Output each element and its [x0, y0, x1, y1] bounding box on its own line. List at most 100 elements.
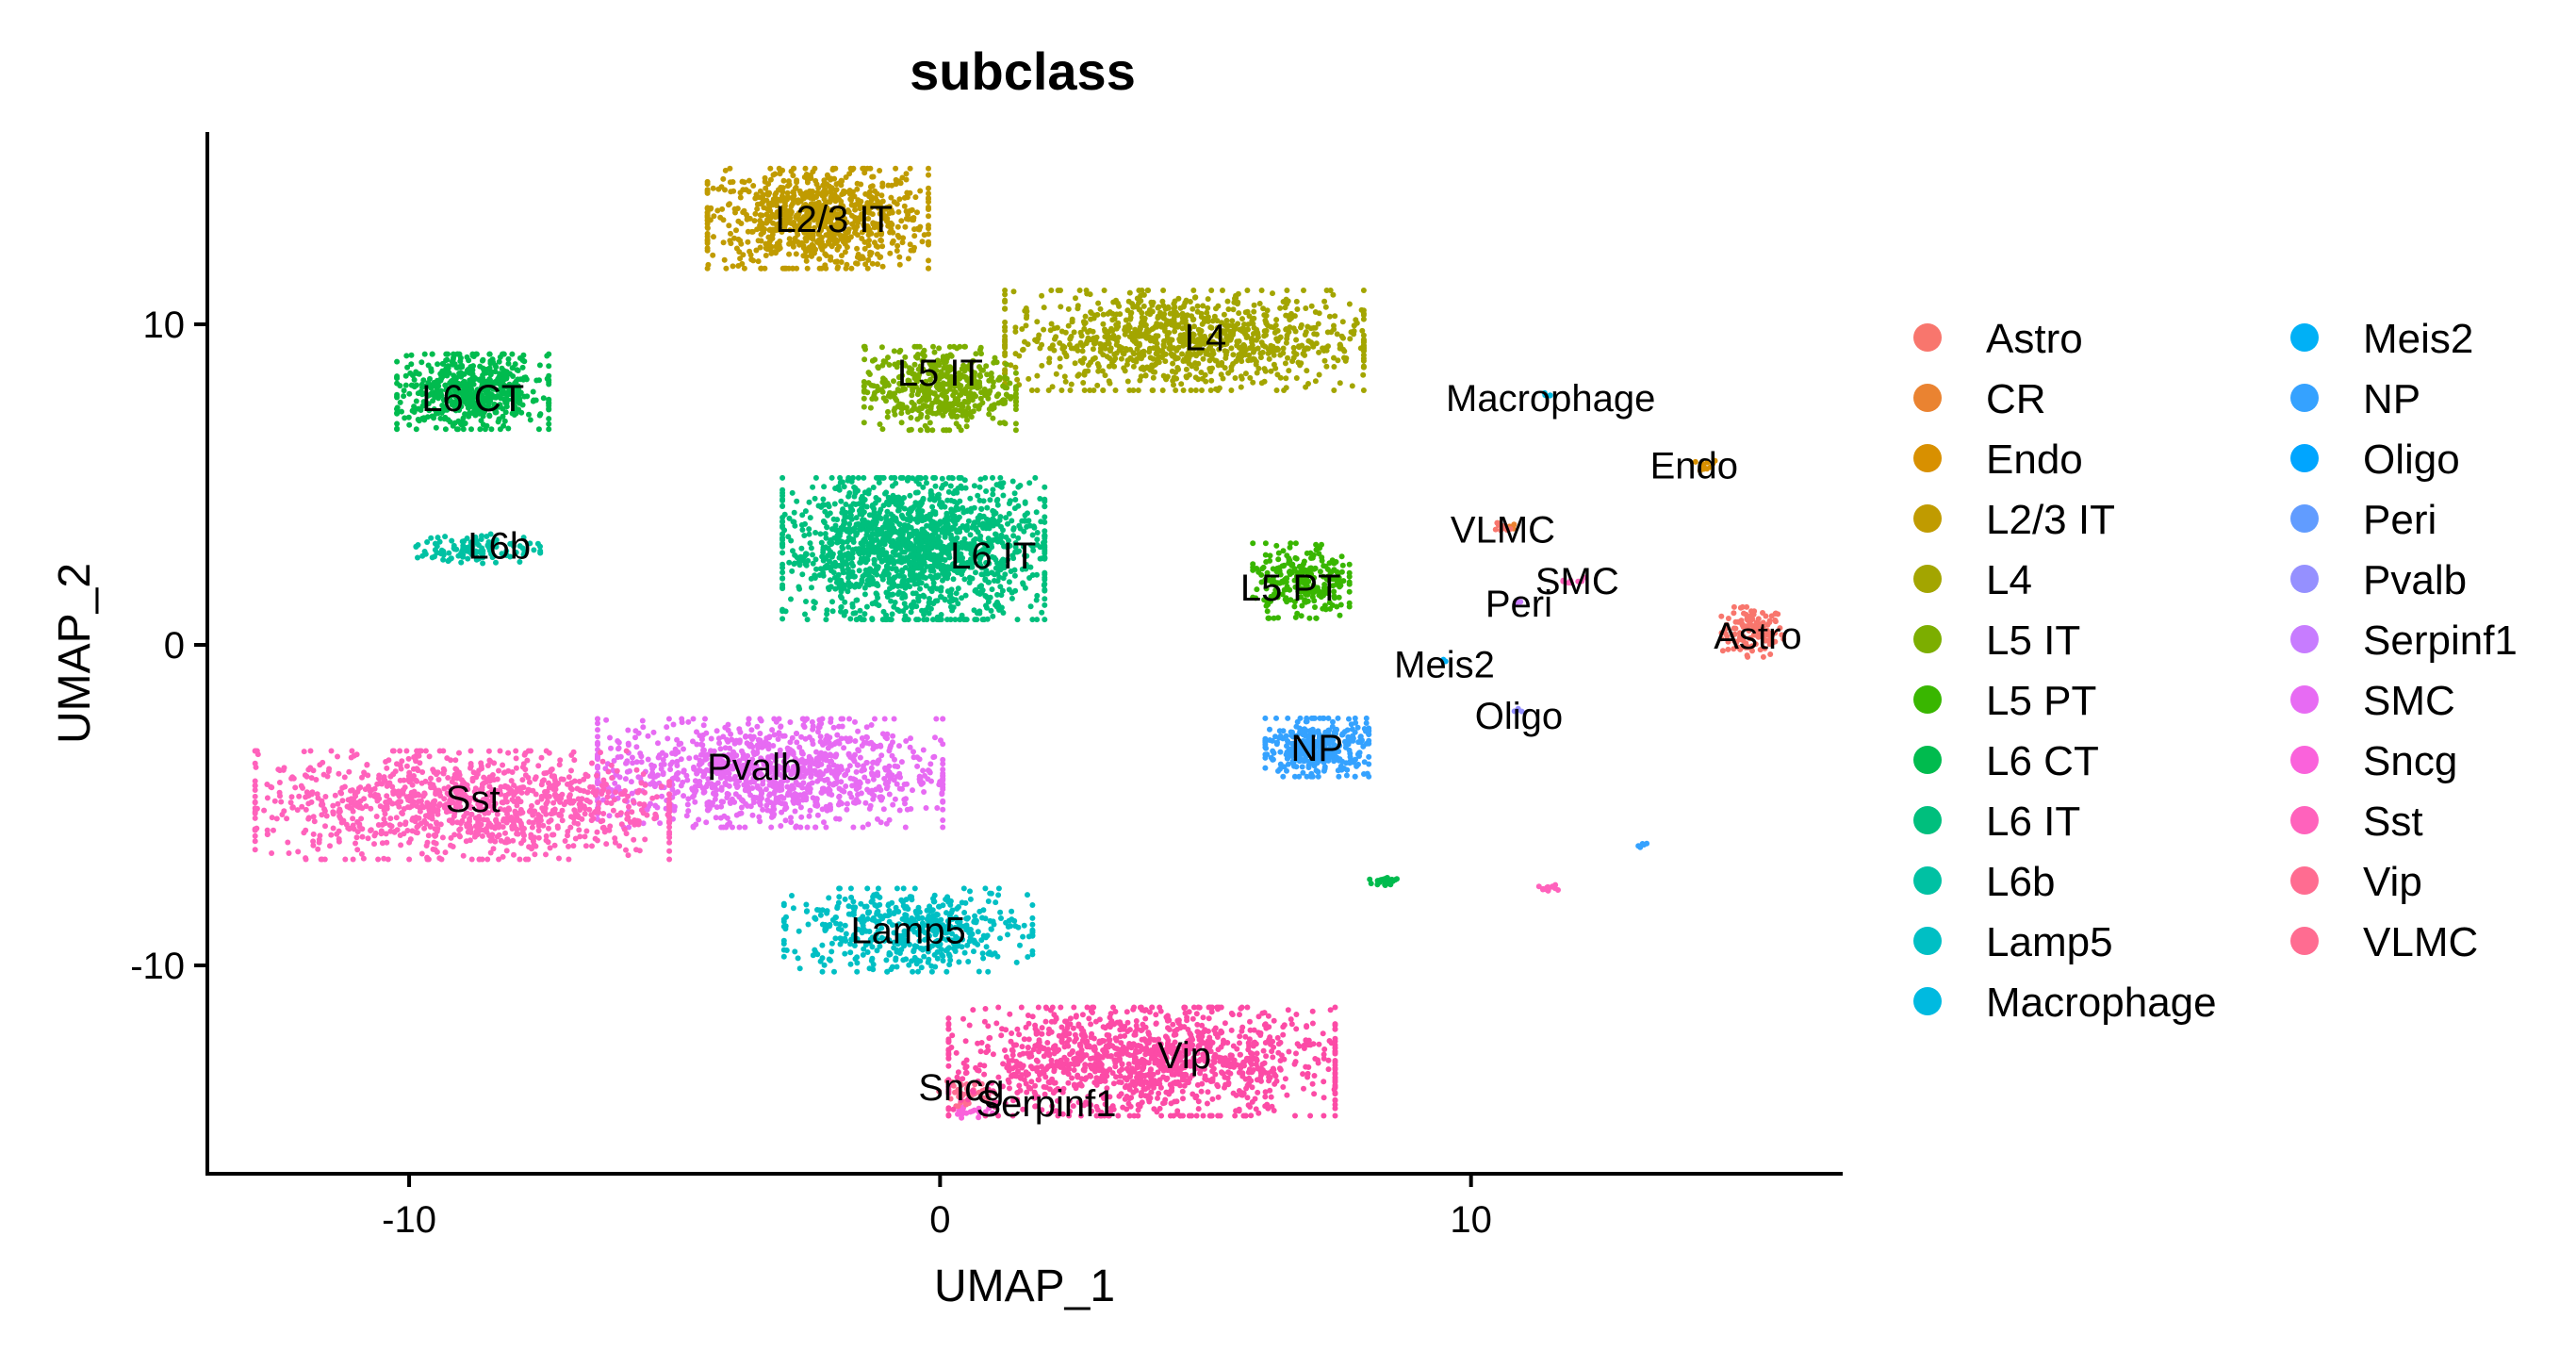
point: [1172, 323, 1178, 330]
point: [870, 531, 877, 537]
point: [927, 573, 934, 580]
point: [926, 265, 931, 272]
point: [497, 354, 503, 360]
point: [856, 568, 862, 574]
point: [831, 526, 838, 533]
point: [852, 485, 859, 491]
point: [1002, 288, 1009, 293]
point: [926, 553, 932, 560]
point: [962, 343, 968, 350]
point: [889, 498, 895, 504]
point: [1301, 558, 1307, 565]
point: [942, 408, 948, 415]
point: [1236, 310, 1242, 317]
point: [1773, 610, 1779, 617]
point: [1275, 550, 1282, 556]
point: [1079, 348, 1086, 354]
point: [1346, 301, 1353, 307]
point: [1261, 366, 1268, 372]
point: [876, 479, 882, 486]
point: [737, 194, 744, 201]
point: [908, 559, 914, 566]
point: [1292, 540, 1299, 547]
point: [1346, 573, 1353, 580]
point: [1099, 368, 1106, 374]
point: [1337, 612, 1343, 618]
point: [704, 178, 711, 185]
point: [1062, 378, 1069, 385]
point: [1178, 381, 1185, 387]
point: [807, 515, 813, 521]
point: [868, 382, 875, 388]
point: [1003, 515, 1009, 521]
point: [747, 252, 754, 258]
point: [1316, 349, 1322, 355]
point: [798, 521, 805, 528]
point: [839, 595, 845, 601]
point: [907, 492, 913, 499]
point: [943, 398, 949, 404]
point: [971, 483, 977, 489]
point: [1053, 371, 1059, 377]
point: [803, 257, 810, 264]
point: [896, 261, 903, 268]
point: [1304, 368, 1310, 374]
point: [1002, 319, 1009, 325]
point: [1156, 304, 1162, 310]
point: [1174, 365, 1181, 371]
point: [770, 172, 777, 178]
point: [1113, 341, 1120, 348]
point: [1779, 632, 1785, 638]
point: [911, 343, 918, 350]
point: [961, 576, 968, 583]
point: [1039, 341, 1045, 348]
point: [1138, 321, 1144, 326]
point: [862, 559, 869, 566]
point: [1037, 496, 1043, 502]
point: [820, 496, 827, 503]
point: [1105, 310, 1111, 317]
point: [1002, 305, 1009, 312]
point: [757, 244, 763, 251]
point: [1003, 361, 1009, 368]
point: [1280, 350, 1287, 356]
point: [1287, 544, 1293, 551]
point: [859, 577, 865, 584]
point: [842, 249, 848, 255]
point: [853, 617, 860, 623]
point: [1747, 618, 1754, 624]
point: [821, 189, 828, 196]
point: [1777, 625, 1783, 632]
point: [428, 368, 435, 374]
point: [1213, 305, 1219, 312]
point: [809, 253, 815, 259]
point: [829, 599, 835, 605]
point: [799, 571, 806, 578]
point: [704, 247, 711, 254]
point: [836, 180, 843, 187]
point: [872, 356, 878, 363]
point: [901, 203, 908, 209]
point: [1203, 378, 1209, 385]
point: [740, 252, 747, 258]
point: [1034, 387, 1041, 393]
point: [925, 408, 931, 415]
point: [731, 235, 737, 241]
point: [1002, 341, 1009, 348]
point: [926, 185, 931, 191]
point: [1062, 329, 1069, 336]
point: [910, 568, 916, 575]
point: [1272, 365, 1279, 371]
point: [948, 509, 955, 516]
point: [997, 474, 1004, 481]
point: [913, 603, 920, 610]
point: [394, 426, 401, 433]
point: [1273, 317, 1280, 323]
point: [1731, 638, 1738, 645]
point: [1234, 338, 1240, 345]
point: [704, 240, 711, 246]
point: [889, 611, 895, 618]
point: [894, 232, 901, 239]
point: [903, 604, 910, 611]
point: [804, 265, 811, 272]
